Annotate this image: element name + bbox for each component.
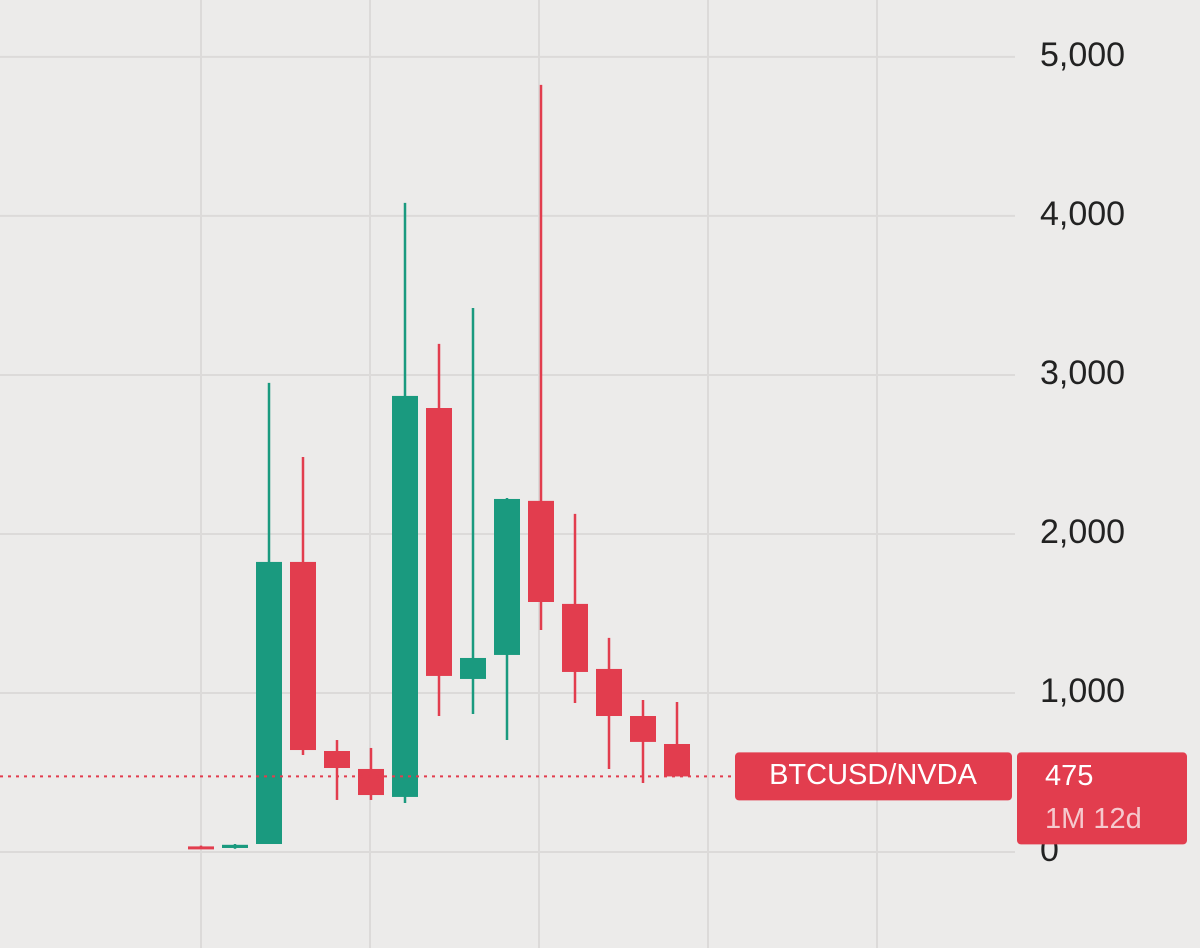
candle-body	[528, 500, 554, 603]
y-tick-label: 1,000	[1040, 672, 1125, 710]
candle-body	[358, 768, 384, 796]
candle-body	[324, 750, 350, 769]
candle-body	[494, 498, 520, 655]
candle-body	[596, 668, 622, 717]
candle-body	[562, 603, 588, 672]
y-tick-label: 2,000	[1040, 513, 1125, 551]
series-label: BTCUSD/NVDA	[769, 759, 978, 791]
y-tick-label: 4,000	[1040, 195, 1125, 233]
y-tick-label: 5,000	[1040, 36, 1125, 74]
candle-body	[222, 844, 248, 848]
y-tick-label: 3,000	[1040, 354, 1125, 392]
candle-body	[188, 846, 214, 850]
series-label-box	[735, 752, 1012, 801]
candle-body	[392, 395, 418, 797]
price-label: 475	[1045, 760, 1093, 792]
candle-body	[290, 561, 316, 751]
price-label-box	[1017, 752, 1187, 845]
candle-body	[630, 716, 656, 742]
candle-body	[256, 561, 282, 845]
candle-body	[664, 743, 690, 777]
candle-body	[426, 408, 452, 676]
candle-body	[460, 657, 486, 679]
countdown-label: 1M 12d	[1045, 803, 1142, 835]
